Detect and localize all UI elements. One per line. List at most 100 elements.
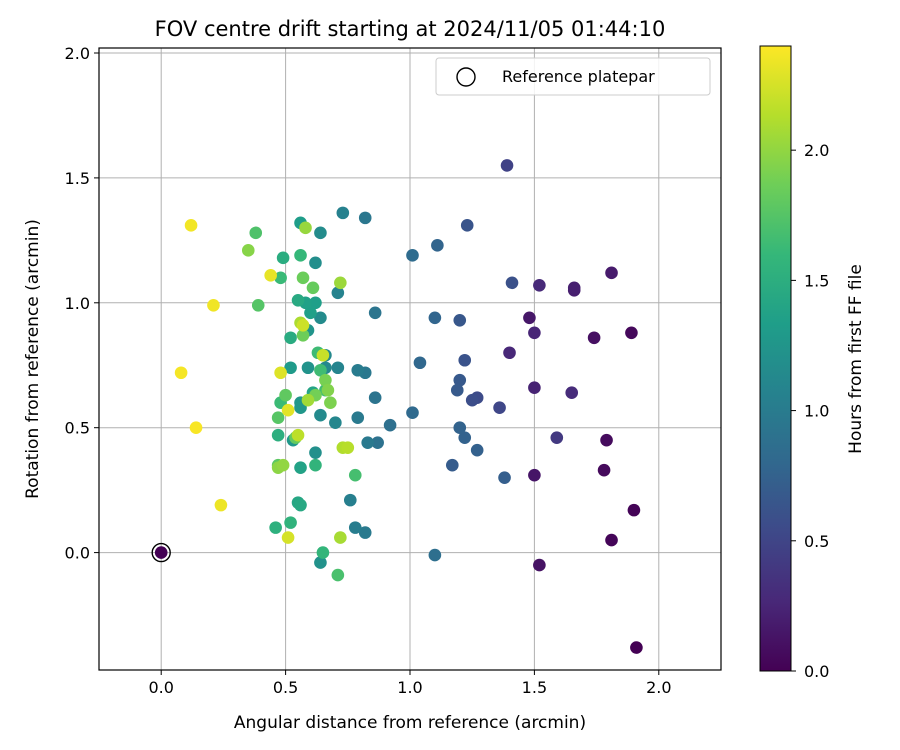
data-point xyxy=(306,281,320,295)
scatter-points xyxy=(151,159,643,654)
data-point xyxy=(341,441,355,454)
data-point xyxy=(331,361,345,375)
data-point xyxy=(284,516,297,529)
data-point xyxy=(348,468,362,482)
data-point xyxy=(329,416,342,429)
data-point xyxy=(528,326,541,340)
data-point xyxy=(597,463,611,477)
data-point xyxy=(351,411,365,425)
data-point xyxy=(271,411,285,425)
y-axis-ticks: 0.0 0.5 1.0 1.5 2.0 xyxy=(65,44,99,563)
x-axis-label: Angular distance from reference (arcmin) xyxy=(234,713,586,733)
data-point xyxy=(309,446,322,459)
data-point xyxy=(324,396,337,410)
data-point xyxy=(251,298,265,312)
data-point xyxy=(361,436,375,449)
data-point xyxy=(284,361,297,375)
x-axis-ticks: 0.0 0.5 1.0 1.5 2.0 xyxy=(148,670,672,697)
data-point xyxy=(550,431,564,444)
data-point xyxy=(503,346,516,360)
data-point xyxy=(279,388,292,402)
data-point xyxy=(336,206,350,220)
data-point xyxy=(319,373,332,387)
data-point xyxy=(565,386,579,400)
data-point xyxy=(274,271,287,285)
data-point xyxy=(371,436,384,449)
colorbar-tick-label: 2.0 xyxy=(804,141,829,160)
data-point xyxy=(334,276,347,290)
data-point xyxy=(343,493,357,507)
data-point xyxy=(465,393,479,407)
y-tick-label: 0.0 xyxy=(65,544,90,563)
y-tick-label: 2.0 xyxy=(65,44,90,63)
data-point xyxy=(296,328,310,342)
data-point xyxy=(428,548,442,562)
data-point xyxy=(294,498,307,512)
data-point xyxy=(528,468,541,482)
data-point xyxy=(301,361,315,375)
data-point xyxy=(309,296,322,310)
legend-box xyxy=(435,57,711,96)
data-point xyxy=(406,249,419,262)
data-point xyxy=(600,433,613,447)
data-point xyxy=(528,381,541,395)
x-tick-label: 0.0 xyxy=(148,678,173,697)
data-point xyxy=(294,461,307,474)
y-axis-label: Rotation from reference (arcmin) xyxy=(23,219,43,499)
data-point xyxy=(431,239,444,252)
data-point xyxy=(154,546,168,559)
data-point xyxy=(383,418,397,432)
legend: Reference platepar xyxy=(435,57,711,96)
data-point xyxy=(314,363,327,377)
data-point xyxy=(299,221,312,235)
legend-label-reference: Reference platepar xyxy=(502,67,655,86)
data-point xyxy=(331,568,345,582)
data-point xyxy=(458,353,472,367)
data-point xyxy=(505,276,519,290)
data-point xyxy=(368,306,382,320)
data-point xyxy=(249,226,263,240)
data-point xyxy=(316,546,330,559)
data-point xyxy=(351,363,365,377)
x-tick-label: 1.5 xyxy=(522,678,547,697)
colorbar-tick-label: 0.5 xyxy=(804,532,829,551)
data-point xyxy=(269,521,282,534)
data-point xyxy=(453,313,467,327)
data-point xyxy=(428,311,442,325)
data-point xyxy=(174,366,188,380)
data-point xyxy=(291,428,305,442)
data-point xyxy=(567,281,581,295)
data-point xyxy=(316,348,330,362)
data-point xyxy=(445,458,459,472)
colorbar-tick-label: 1.0 xyxy=(804,402,829,421)
data-point xyxy=(627,503,641,517)
chart-title: FOV centre drift starting at 2024/11/05 … xyxy=(155,17,666,41)
x-tick-label: 0.5 xyxy=(273,678,298,697)
colorbar-tick-label: 1.5 xyxy=(804,271,829,290)
data-point xyxy=(605,533,618,547)
data-point xyxy=(368,391,382,405)
data-point xyxy=(281,403,295,417)
data-point xyxy=(274,366,287,380)
data-point xyxy=(321,383,335,397)
data-point xyxy=(500,159,514,172)
data-point xyxy=(450,383,464,397)
x-tick-label: 1.0 xyxy=(397,678,422,697)
reference-platepar-marker xyxy=(151,542,171,563)
data-point xyxy=(630,641,643,654)
data-point xyxy=(189,421,203,434)
data-point xyxy=(309,458,322,472)
y-tick-label: 0.5 xyxy=(65,419,90,438)
data-point xyxy=(523,311,536,325)
data-point xyxy=(241,244,255,257)
data-point xyxy=(281,531,295,544)
data-point xyxy=(301,393,315,407)
data-point xyxy=(533,558,546,572)
data-point xyxy=(358,211,372,225)
data-point xyxy=(214,498,228,512)
data-point xyxy=(458,431,472,444)
data-point xyxy=(460,219,474,232)
data-point xyxy=(271,428,285,442)
data-point xyxy=(296,271,310,285)
